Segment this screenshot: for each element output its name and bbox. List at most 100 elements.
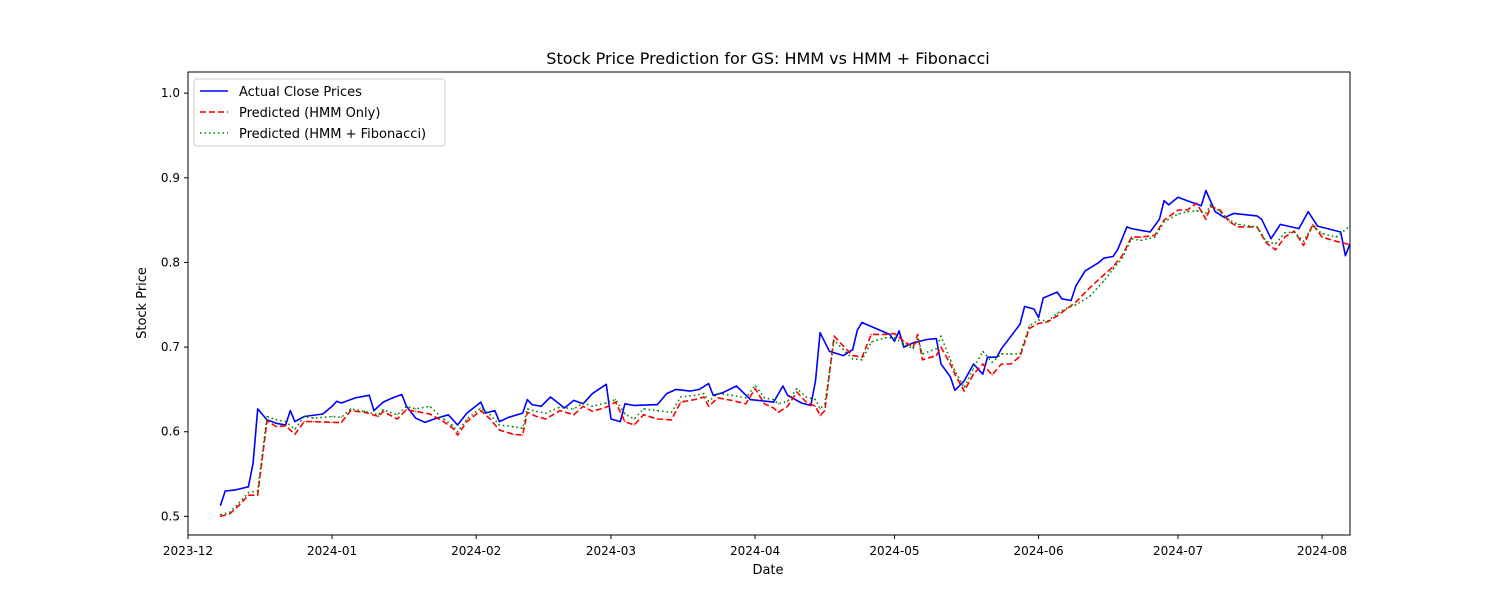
data-point [1405,228,1406,229]
data-point [1261,218,1263,220]
legend-box [193,78,446,147]
data-point [1186,200,1188,202]
data-point [782,385,784,387]
data-point [219,515,222,518]
data-point [1205,218,1207,220]
data-point [884,333,886,335]
data-point [842,345,845,347]
data-point [842,349,845,351]
data-point [1154,234,1156,236]
data-point [624,421,626,423]
data-point [1484,203,1485,204]
data-point [824,410,826,412]
data-point [689,390,691,392]
data-point [619,421,621,423]
data-point [694,399,696,401]
data-point [498,429,500,431]
data-point [1433,230,1434,231]
data-point [443,421,445,423]
data-point [1415,224,1416,225]
data-point [1494,205,1495,206]
data-point [856,329,858,331]
data-point [294,428,296,430]
data-point [252,462,254,464]
data-point [257,490,259,492]
data-point [1396,237,1397,238]
data-point [266,415,268,418]
data-point [633,404,635,407]
data-point [364,410,366,412]
data-point [480,410,482,412]
series-line [219,189,1350,506]
data-point [1070,299,1072,302]
data-point [605,402,607,404]
data-point [842,355,845,357]
data-point [703,396,705,398]
legend-label: Predicted (HMM + Fibonacci) [239,127,426,142]
data-point [1377,266,1378,267]
data-point [921,353,924,355]
data-point [1186,211,1188,213]
data-point [935,348,937,350]
data-point [275,426,277,428]
data-point [443,418,445,420]
data-point [1335,240,1337,242]
data-point [219,514,222,516]
data-point [708,382,710,385]
data-point [382,401,384,403]
data-point [340,421,342,423]
data-point [1307,211,1309,213]
data-point [1433,223,1434,224]
data-point [824,403,826,405]
data-point [1489,198,1490,199]
data-point [457,431,459,433]
data-point [814,405,817,407]
data-point [1121,257,1123,259]
data-point [954,373,956,375]
data-point [480,407,482,409]
data-point [522,434,524,436]
data-point [1056,312,1058,314]
data-point [963,387,965,389]
legend-label: Actual Close Prices [239,85,362,100]
data-point [1158,218,1160,220]
data-point [1415,231,1416,232]
data-point [717,393,719,395]
data-point [1452,241,1453,242]
data-point [833,335,835,337]
data-point [1112,268,1114,270]
data-point [1475,205,1476,206]
series-3 [219,204,1495,516]
data-point [963,380,965,382]
data-point [917,333,919,335]
data-point [489,418,491,420]
data-point [1075,304,1077,306]
data-point [986,356,989,358]
data-point [591,405,594,407]
data-point [466,418,468,420]
data-point [1163,221,1165,223]
data-point [889,333,891,335]
data-point [429,413,431,415]
data-point [1284,232,1286,234]
data-point [749,399,752,401]
data-point [1126,226,1128,228]
data-point [1228,221,1230,223]
data-point [1452,249,1453,250]
data-point [466,421,468,423]
legend-label: Predicted (HMM Only) [239,106,380,121]
x-tick-label: 2024-07 [1153,544,1203,558]
data-point [1466,235,1467,236]
data-point [1359,270,1360,271]
data-point [852,355,854,357]
data-point [415,408,417,410]
data-point [1103,257,1105,259]
data-point [285,425,287,427]
data-point [294,433,296,435]
data-point [680,396,682,398]
data-point [1075,285,1077,287]
data-point [819,408,821,410]
data-point [531,404,533,406]
data-point [754,388,756,390]
y-axis-label: Stock Price [135,267,150,339]
